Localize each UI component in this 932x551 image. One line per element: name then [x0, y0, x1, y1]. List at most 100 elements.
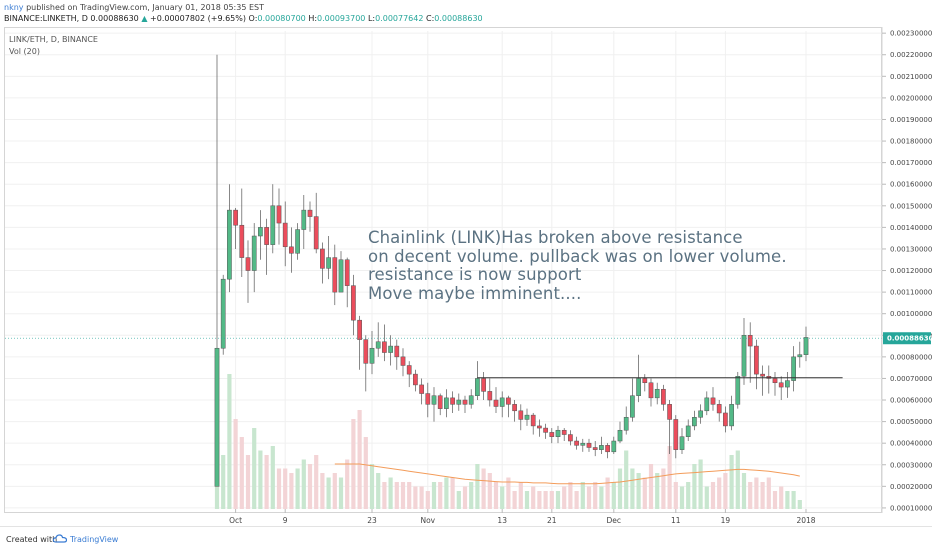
volume-bar — [469, 482, 474, 509]
price-axis[interactable]: 0.00230000 0.00220000 0.00210000 0.00200000… — [882, 30, 932, 513]
y-tick-label: 0.00230000 — [890, 30, 932, 38]
volume-bar — [419, 486, 424, 509]
candle-body — [543, 427, 548, 433]
volume-bar — [661, 468, 666, 509]
volume-bar — [531, 486, 536, 509]
x-tick-label: 23 — [367, 516, 377, 525]
volume-bar — [295, 468, 300, 509]
time-axis[interactable]: Oct 9 23 Nov 13 21 Dec 11 19 2018 — [229, 509, 816, 525]
candle-body — [661, 388, 666, 405]
volume-legend[interactable]: Vol (20) — [9, 47, 40, 56]
candle-body — [580, 442, 586, 446]
candle-body — [214, 347, 220, 487]
volume-bar — [735, 450, 740, 509]
y-tick-label: 0.00080000 — [890, 353, 932, 361]
candle-body — [258, 227, 263, 237]
open-value: 0.00080700 — [257, 14, 306, 23]
candle-body — [406, 365, 412, 375]
candle-body — [741, 335, 747, 377]
annotation-line: on decent volume. pullback was on lower … — [368, 246, 787, 266]
volume-bar — [710, 482, 716, 509]
volume-bar — [772, 491, 778, 509]
candle-body — [710, 397, 716, 405]
volume-bar — [586, 486, 592, 509]
volume-bar — [741, 473, 747, 509]
candle-body — [270, 205, 276, 245]
y-tick-label: 0.00220000 — [890, 51, 932, 59]
text-annotation[interactable]: Chainlink (LINK)Has broken above resista… — [368, 228, 868, 303]
symbol-label: BINANCE:LINKETH, D — [4, 14, 88, 23]
candle-body — [729, 404, 734, 427]
high-label: H: — [308, 14, 318, 23]
volume-bar — [376, 473, 381, 509]
candle-body — [332, 257, 338, 293]
volume-bar — [276, 468, 282, 509]
candle-body — [388, 345, 393, 353]
annotation-line: Move maybe imminent.... — [368, 283, 582, 303]
tradingview-brand-link[interactable]: TradingView — [70, 535, 119, 544]
candle-body — [307, 209, 313, 217]
y-tick-label: 0.00160000 — [890, 181, 932, 189]
candle-body — [785, 380, 790, 388]
volume-bar — [314, 455, 319, 509]
candle-body — [301, 209, 307, 230]
volume-bar — [320, 473, 325, 509]
y-tick-label: 0.00010000 — [890, 504, 932, 512]
candle-body — [363, 339, 369, 364]
volume-bar — [574, 491, 579, 509]
volume-bar — [363, 437, 368, 509]
candle-body — [357, 319, 362, 340]
volume-bar — [369, 464, 375, 509]
volume-bar — [599, 486, 604, 509]
volume-bar — [345, 459, 350, 509]
candle-body — [549, 432, 555, 437]
volume-bar — [394, 482, 399, 509]
candle-body — [313, 216, 319, 250]
volume-bar — [605, 477, 610, 509]
candle-body — [791, 356, 796, 381]
candle-body — [537, 425, 542, 429]
volume-bar — [239, 437, 244, 509]
volume-bar — [630, 468, 635, 509]
low-value: 0.00077642 — [375, 14, 424, 23]
ohlc-line: BINANCE:LINKETH, D 0.00088630 ▲ +0.00007… — [4, 14, 483, 23]
candle-body — [630, 395, 635, 418]
candle-body — [295, 229, 300, 254]
volume-bar — [766, 477, 771, 509]
candle-body — [456, 399, 462, 405]
candle-body — [592, 447, 598, 450]
publisher-link[interactable]: nkny — [4, 3, 24, 12]
candle-body — [574, 440, 579, 446]
volume-bar — [704, 486, 709, 509]
candle-body — [431, 395, 437, 405]
candle-body — [245, 257, 251, 271]
tradingview-cloud-icon[interactable] — [53, 533, 67, 544]
volume-bar — [562, 486, 567, 509]
candle-body — [413, 373, 418, 386]
volume-bar — [748, 482, 753, 509]
candle-body — [605, 445, 610, 453]
y-tick-label: 0.00060000 — [890, 397, 932, 405]
candles[interactable] — [214, 54, 809, 487]
volume-bar — [549, 491, 554, 509]
volume-bar — [301, 459, 306, 509]
candle-body — [636, 378, 641, 396]
volume-bar — [723, 473, 728, 509]
candle-body — [425, 393, 431, 405]
y-tick-label: 0.00030000 — [890, 461, 932, 469]
volume-bar — [438, 482, 443, 509]
series-legend[interactable]: LINK/ETH, D, BINANCE — [9, 35, 98, 44]
volume-bars — [214, 374, 802, 509]
y-tick-label: 0.00190000 — [890, 116, 932, 124]
y-tick-label: 0.00210000 — [890, 73, 932, 81]
candle-body — [760, 373, 765, 377]
candle-body — [667, 404, 672, 420]
candle-body — [369, 347, 375, 364]
y-tick-label: 0.00150000 — [890, 202, 932, 210]
candle-body — [797, 354, 803, 358]
candle-body — [586, 442, 592, 448]
volume-bar — [593, 482, 598, 509]
volume-bar — [673, 482, 678, 509]
candle-body — [394, 345, 400, 358]
